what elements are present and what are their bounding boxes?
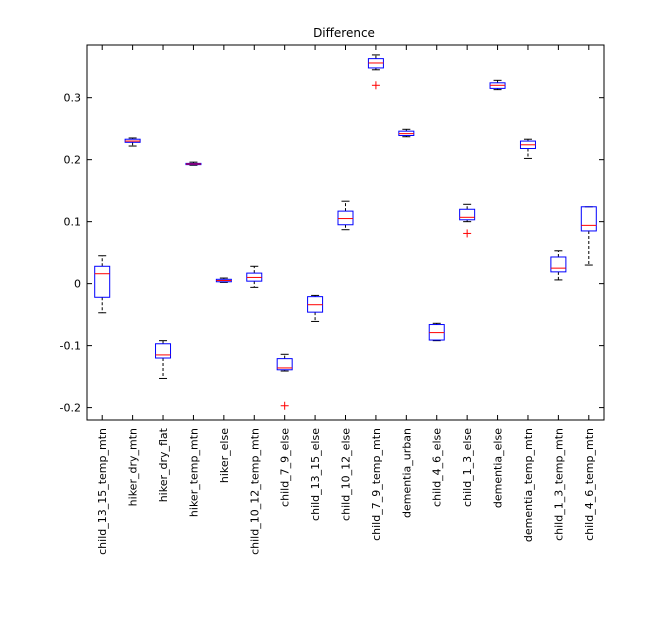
box-group (459, 203, 476, 238)
marks-layer (94, 54, 597, 410)
box-group (580, 206, 597, 266)
box-group (276, 353, 293, 410)
box-group (185, 161, 202, 166)
box-group (94, 255, 111, 314)
box-iqr (155, 343, 172, 359)
x-category-label: dementia_else (492, 428, 505, 508)
plot-frame (86, 44, 605, 421)
x-category-label: dementia_urban (400, 428, 413, 518)
x-category-label: dementia_temp_mtn (522, 428, 535, 542)
box-iqr (337, 210, 354, 226)
x-category-label: child_13_15_temp_mtn (96, 428, 109, 555)
box-iqr (276, 358, 293, 371)
x-category-label: child_10_12_else (340, 428, 353, 521)
box-iqr (580, 206, 597, 232)
box-group (550, 250, 567, 281)
box-group (489, 79, 506, 91)
x-category-label: hiker_dry_mtn (127, 428, 140, 506)
x-category-label: child_4_6_temp_mtn (583, 428, 596, 541)
x-category-label: child_13_15_else (309, 428, 322, 521)
box-iqr (550, 256, 567, 273)
x-category-label: child_7_9_temp_mtn (370, 428, 383, 541)
x-category-label: child_10_12_temp_mtn (248, 428, 261, 555)
x-category-label: child_1_3_else (461, 428, 474, 507)
x-category-label: child_4_6_else (431, 428, 444, 507)
y-tick-label: 0.3 (64, 92, 82, 105)
box-group (307, 294, 324, 322)
y-tick-label: 0.1 (64, 216, 82, 229)
x-category-label: child_1_3_temp_mtn (552, 428, 565, 541)
x-category-label: child_7_9_else (279, 428, 292, 507)
box-group (155, 340, 172, 379)
x-category-label: hiker_temp_mtn (187, 428, 200, 517)
y-tick-label: 0 (74, 278, 81, 291)
box-group (428, 322, 445, 342)
x-category-label: hiker_else (218, 428, 231, 483)
box-group (398, 128, 415, 138)
box-group (246, 265, 263, 288)
axes-layer (86, 44, 605, 421)
labels-layer: -0.2 -0.1 0 0.1 0.2 0.3 child_13_15_temp_mtn hi… (60, 92, 596, 555)
box-iqr (459, 208, 476, 221)
y-tick-label: 0.2 (64, 154, 82, 167)
x-category-label: hiker_dry_flat (157, 427, 170, 502)
box-group (337, 200, 354, 231)
box-group (367, 54, 384, 90)
y-tick-label: -0.2 (60, 402, 81, 415)
box-group (124, 137, 141, 147)
chart-title: Difference (313, 26, 375, 40)
y-tick-label: -0.1 (60, 340, 81, 353)
box-iqr (94, 265, 111, 298)
box-group (215, 277, 232, 283)
box-group (519, 138, 536, 159)
